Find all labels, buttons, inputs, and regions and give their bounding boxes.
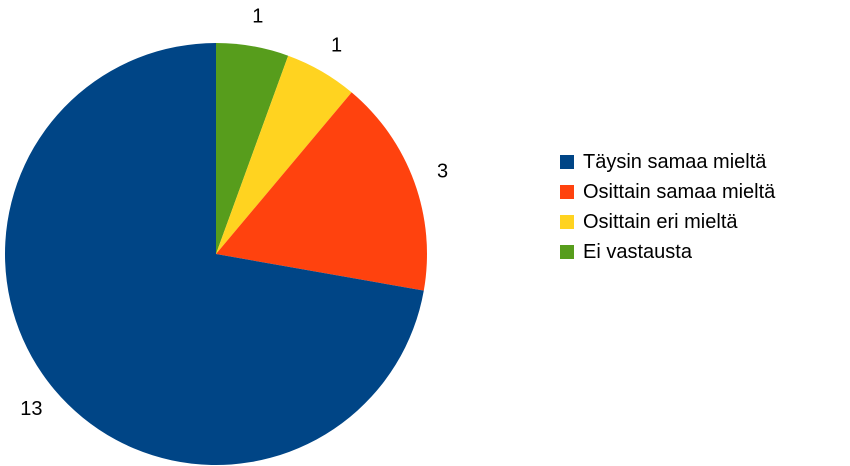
legend-item-osittain-samaa-mielta: Osittain samaa mieltä xyxy=(560,177,775,207)
legend-swatch xyxy=(560,245,574,259)
legend-label: Täysin samaa mieltä xyxy=(583,150,767,173)
data-label-taysin-samaa-mielta: 13 xyxy=(20,398,42,420)
pie-slice-osittain-eri-mielta xyxy=(216,55,352,254)
legend-label: Osittain samaa mieltä xyxy=(583,180,776,203)
legend-item-taysin-samaa-mielta: Täysin samaa mieltä xyxy=(560,147,775,177)
pie-slice-osittain-samaa-mielta xyxy=(216,92,427,291)
legend-swatch xyxy=(560,155,574,169)
legend-label: Osittain eri mieltä xyxy=(583,210,738,233)
legend-swatch xyxy=(560,215,574,229)
legend-swatch xyxy=(560,185,574,199)
pie-slice-ei-vastausta xyxy=(216,43,289,254)
legend-item-ei-vastausta: Ei vastausta xyxy=(560,237,775,267)
chart-legend: Täysin samaa mieltä Osittain samaa mieltä… xyxy=(560,147,775,267)
data-label-osittain-eri-mielta: 1 xyxy=(331,34,342,56)
data-label-ei-vastausta: 1 xyxy=(252,6,263,28)
pie-slices xyxy=(4,43,427,465)
legend-label: Ei vastausta xyxy=(583,240,692,263)
legend-item-osittain-eri-mielta: Osittain eri mieltä xyxy=(560,207,775,237)
pie-slice-taysin-samaa-mielta xyxy=(4,43,424,465)
data-label-osittain-samaa-mielta: 3 xyxy=(437,161,448,183)
